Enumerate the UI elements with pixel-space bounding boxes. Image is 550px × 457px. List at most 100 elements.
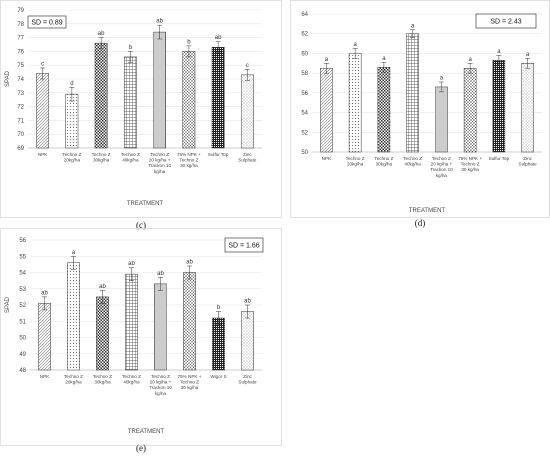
bar xyxy=(154,283,167,371)
y-tick-label: 70 xyxy=(17,132,24,138)
y-tick-label: 69 xyxy=(17,146,24,152)
significance-letter: a xyxy=(72,250,76,256)
x-tick-label: Techno Z 40kg/ha xyxy=(121,152,140,163)
y-tick-label: 76 xyxy=(17,49,24,55)
x-tick-label: Zinc Sulphate xyxy=(238,152,257,163)
bar xyxy=(406,33,419,153)
x-tick-label: Techno Z 40kg/ha xyxy=(122,374,141,385)
significance-letter: ab xyxy=(156,19,163,25)
y-tick-label: 55 xyxy=(19,254,26,260)
sd-box xyxy=(224,237,264,253)
significance-letter: a xyxy=(468,57,472,63)
bar xyxy=(521,63,534,153)
chart-panel-d: 50 52 54 56 58 60 62 64 a NPK a Techno Z 20kg/ha a Tec… xyxy=(290,0,550,228)
x-tick-label: NPK xyxy=(40,374,50,379)
chart-panel-e: 48 49 50 51 52 53 54 55 56 ab NPK a Techno Z 20kg/ha a… xyxy=(0,228,282,453)
x-axis-title: TREATMENT xyxy=(128,429,165,435)
significance-letter: b xyxy=(217,305,221,311)
sd-box xyxy=(475,13,537,29)
x-tick-label: Techno Z 30kg/ha xyxy=(374,156,393,167)
bar xyxy=(36,73,50,149)
x-tick-label: NPK xyxy=(38,152,48,157)
significance-letter: b xyxy=(129,45,133,51)
bar xyxy=(182,51,196,149)
x-tick-label: Techno Z 30kg/ha xyxy=(92,152,111,163)
sd-label: SD = 1.66 xyxy=(228,243,259,250)
sd-label: SD = 0.89 xyxy=(31,20,62,27)
y-tick-label: 54 xyxy=(19,271,26,277)
bar xyxy=(348,53,362,153)
x-tick-label: Techno Z 20kg/ha xyxy=(64,374,83,385)
x-tick-label: Techno Z 20 kg/ha + Trackon 10 kg/ha xyxy=(430,156,453,178)
significance-letter: ab xyxy=(186,260,193,266)
bar xyxy=(94,42,108,149)
bar xyxy=(212,317,225,371)
chart-panel-c: 69 70 71 72 73 74 75 76 77 78 79 c NPK d Techno Z 20kg/… xyxy=(0,0,282,230)
x-tick-label: Techno Z 40kg/ha xyxy=(403,156,422,167)
bar xyxy=(123,56,137,149)
significance-letter: a xyxy=(353,42,357,48)
x-tick-label: Techno Z 20kg/ha xyxy=(346,156,365,167)
bar xyxy=(241,311,254,371)
bar xyxy=(240,74,254,149)
panel-label: (d) xyxy=(415,218,426,228)
x-tick-label: Sulfur Top xyxy=(208,152,229,157)
bar xyxy=(67,262,80,371)
bar xyxy=(377,66,391,153)
x-tick-label: Techno Z 30kg/ha xyxy=(93,374,112,385)
y-tick-label: 60 xyxy=(301,51,308,57)
y-tick-label: 78 xyxy=(17,22,24,28)
y-tick-label: 74 xyxy=(17,77,24,83)
panel-label: (c) xyxy=(136,220,146,230)
x-tick-label: 75% NPK + Techno Z 30 kg/ha xyxy=(458,156,482,172)
x-axis-title: TREATMENT xyxy=(409,208,446,214)
y-tick-label: 49 xyxy=(19,352,26,358)
y-axis-title: SPAD xyxy=(5,296,11,313)
sd-box xyxy=(27,15,67,29)
y-tick-label: 72 xyxy=(17,105,24,111)
bar xyxy=(153,31,167,149)
bar xyxy=(125,273,138,371)
y-tick-label: 52 xyxy=(19,303,26,309)
significance-letter: b xyxy=(187,39,191,45)
y-tick-label: 54 xyxy=(301,111,308,117)
bar xyxy=(320,67,333,153)
significance-letter: a xyxy=(382,56,386,62)
significance-letter: a xyxy=(526,52,530,58)
significance-letter: a xyxy=(497,49,501,55)
significance-letter: ab xyxy=(41,290,48,296)
y-tick-label: 50 xyxy=(19,336,26,342)
bar xyxy=(38,303,51,371)
bar xyxy=(183,272,196,371)
bar xyxy=(435,86,448,153)
bar xyxy=(65,93,79,149)
panel-label: (e) xyxy=(136,443,146,453)
significance-letter: d xyxy=(70,81,73,87)
significance-letter: ab xyxy=(157,271,164,277)
x-tick-label: Zinc Sulphate xyxy=(519,156,538,167)
y-tick-label: 64 xyxy=(301,12,308,18)
panel-frame xyxy=(0,228,282,446)
y-tick-label: 73 xyxy=(17,91,24,97)
y-tick-label: 79 xyxy=(17,8,24,14)
x-axis-title: TREATMENT xyxy=(127,201,164,207)
bar xyxy=(492,60,506,153)
y-tick-label: 77 xyxy=(17,36,24,42)
x-tick-label: Techno Z 20 kg/ha + Trackon 10 kg/ha xyxy=(149,374,172,396)
x-tick-label: Wigor S xyxy=(210,374,226,379)
x-tick-label: 75% NPK + Techno Z 30 kg/ha xyxy=(178,374,202,390)
bar xyxy=(96,296,109,371)
y-tick-label: 71 xyxy=(17,118,24,124)
significance-letter: ab xyxy=(215,35,222,41)
significance-letter: ab xyxy=(128,261,135,267)
x-tick-label: Techno Z 20kg/ha xyxy=(62,152,81,163)
y-tick-label: 58 xyxy=(301,71,308,77)
y-tick-label: 62 xyxy=(301,32,308,38)
y-axis-title: SPAD xyxy=(5,70,11,87)
x-tick-label: NPK xyxy=(322,156,332,161)
y-tick-label: 75 xyxy=(17,63,24,69)
significance-letter: a xyxy=(325,57,329,63)
significance-letter: a xyxy=(411,23,415,29)
x-tick-label: Techno Z 20 kg/ha + Trackon 10 kg/ha xyxy=(148,152,171,174)
